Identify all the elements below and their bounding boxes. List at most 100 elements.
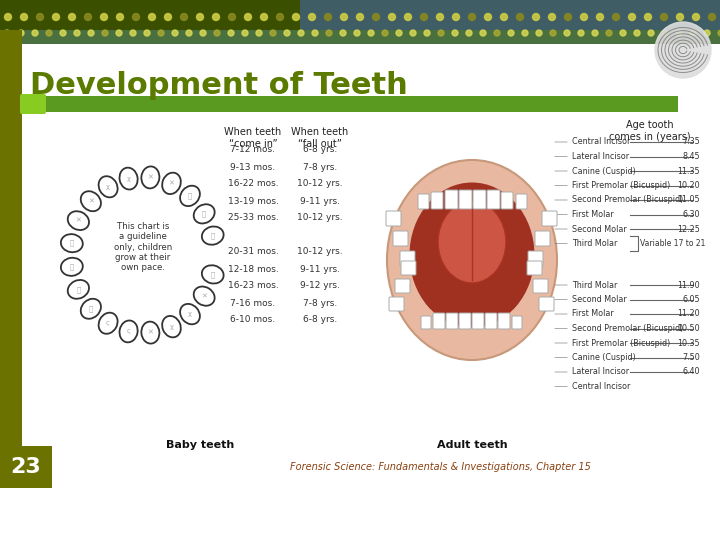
Text: 6-8 yrs.: 6-8 yrs. (303, 145, 337, 154)
Text: 7.35: 7.35 (683, 138, 700, 146)
Circle shape (644, 14, 652, 21)
Circle shape (410, 30, 416, 36)
Circle shape (522, 30, 528, 36)
Text: 6.30: 6.30 (683, 210, 700, 219)
Ellipse shape (180, 304, 200, 325)
FancyBboxPatch shape (533, 279, 548, 293)
FancyBboxPatch shape (472, 313, 484, 329)
FancyBboxPatch shape (516, 194, 527, 209)
Ellipse shape (410, 183, 534, 327)
Ellipse shape (81, 191, 101, 211)
Circle shape (197, 14, 204, 21)
FancyBboxPatch shape (418, 194, 429, 209)
Text: 7-8 yrs.: 7-8 yrs. (303, 299, 337, 307)
Text: ⌣: ⌣ (70, 240, 74, 246)
Circle shape (693, 14, 700, 21)
Text: ⌣: ⌣ (211, 232, 215, 239)
Text: ς: ς (106, 320, 110, 326)
Circle shape (84, 14, 91, 21)
Text: ⌣: ⌣ (89, 306, 93, 312)
Circle shape (158, 30, 164, 36)
Text: Central Incisor: Central Incisor (572, 138, 631, 146)
FancyBboxPatch shape (473, 190, 486, 209)
Text: 12.25: 12.25 (677, 225, 700, 233)
Text: 7.50: 7.50 (683, 353, 700, 362)
Text: Adult teeth: Adult teeth (437, 440, 508, 450)
Text: 7-8 yrs.: 7-8 yrs. (303, 163, 337, 172)
FancyBboxPatch shape (0, 30, 22, 488)
Ellipse shape (68, 211, 89, 230)
Text: 11.90: 11.90 (678, 280, 700, 289)
FancyBboxPatch shape (498, 313, 510, 329)
Text: Central Incisor: Central Incisor (572, 382, 631, 391)
FancyBboxPatch shape (22, 96, 678, 112)
Circle shape (452, 14, 459, 21)
Circle shape (564, 30, 570, 36)
Text: Second Premolar (Bicuspid): Second Premolar (Bicuspid) (572, 195, 683, 205)
Text: ⌣: ⌣ (188, 193, 192, 199)
Circle shape (325, 14, 331, 21)
Circle shape (718, 30, 720, 36)
Ellipse shape (438, 201, 506, 283)
Circle shape (655, 22, 711, 78)
Circle shape (420, 14, 428, 21)
Text: 12-18 mos.: 12-18 mos. (228, 265, 279, 273)
Circle shape (312, 30, 318, 36)
Text: Variable 17 to 21: Variable 17 to 21 (640, 239, 706, 248)
Circle shape (242, 30, 248, 36)
Text: ⌣: ⌣ (70, 264, 74, 270)
Circle shape (181, 14, 187, 21)
FancyBboxPatch shape (445, 190, 458, 209)
Circle shape (144, 30, 150, 36)
FancyBboxPatch shape (0, 446, 720, 488)
Circle shape (74, 30, 80, 36)
Circle shape (228, 30, 234, 36)
Circle shape (46, 30, 52, 36)
Circle shape (164, 14, 171, 21)
Text: Lateral Incisor: Lateral Incisor (572, 368, 629, 376)
Circle shape (132, 14, 140, 21)
Text: 6.05: 6.05 (683, 295, 700, 304)
Circle shape (677, 14, 683, 21)
Text: ✕: ✕ (148, 174, 153, 180)
Ellipse shape (120, 321, 138, 342)
Circle shape (256, 30, 262, 36)
FancyBboxPatch shape (0, 446, 52, 488)
Text: 9-12 yrs.: 9-12 yrs. (300, 281, 340, 291)
Circle shape (676, 30, 682, 36)
Ellipse shape (61, 234, 83, 252)
Circle shape (533, 14, 539, 21)
Text: ⌣: ⌣ (211, 271, 215, 278)
Ellipse shape (387, 160, 557, 360)
FancyBboxPatch shape (0, 488, 720, 540)
Circle shape (261, 14, 268, 21)
FancyBboxPatch shape (542, 211, 557, 226)
Text: 10-12 yrs.: 10-12 yrs. (297, 213, 343, 222)
Circle shape (102, 30, 108, 36)
Text: First Molar: First Molar (572, 210, 613, 219)
Circle shape (298, 30, 304, 36)
Ellipse shape (194, 287, 215, 306)
Circle shape (648, 30, 654, 36)
Circle shape (116, 30, 122, 36)
Text: 13-19 mos.: 13-19 mos. (228, 197, 279, 206)
Text: 20-31 mos.: 20-31 mos. (228, 247, 279, 256)
Circle shape (536, 30, 542, 36)
Ellipse shape (68, 280, 89, 299)
Circle shape (53, 14, 60, 21)
Circle shape (356, 14, 364, 21)
Circle shape (405, 14, 412, 21)
Circle shape (18, 30, 24, 36)
FancyBboxPatch shape (535, 231, 550, 246)
FancyBboxPatch shape (512, 316, 522, 329)
Circle shape (662, 30, 668, 36)
Circle shape (382, 30, 388, 36)
Text: Canine (Cuspid): Canine (Cuspid) (572, 353, 636, 362)
Text: 10.20: 10.20 (678, 181, 700, 190)
Ellipse shape (81, 299, 101, 319)
Circle shape (708, 14, 716, 21)
Circle shape (500, 14, 508, 21)
Circle shape (68, 14, 76, 21)
Text: 11.05: 11.05 (678, 195, 700, 205)
FancyBboxPatch shape (485, 313, 497, 329)
